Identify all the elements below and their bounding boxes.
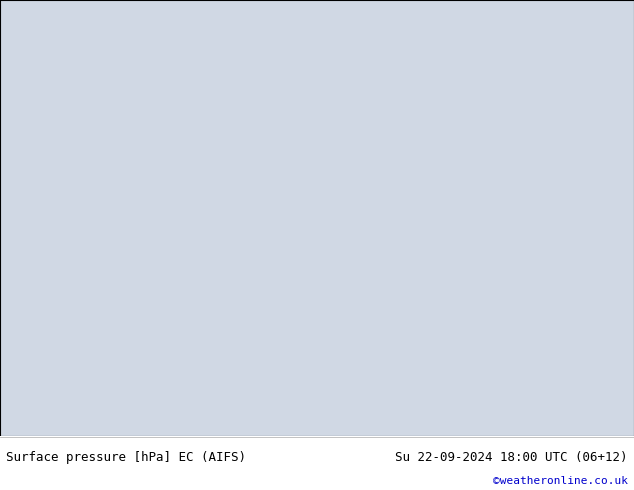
Text: Su 22-09-2024 18:00 UTC (06+12): Su 22-09-2024 18:00 UTC (06+12) — [395, 451, 628, 464]
Text: Surface pressure [hPa] EC (AIFS): Surface pressure [hPa] EC (AIFS) — [6, 451, 247, 464]
Text: ©weatheronline.co.uk: ©weatheronline.co.uk — [493, 476, 628, 486]
